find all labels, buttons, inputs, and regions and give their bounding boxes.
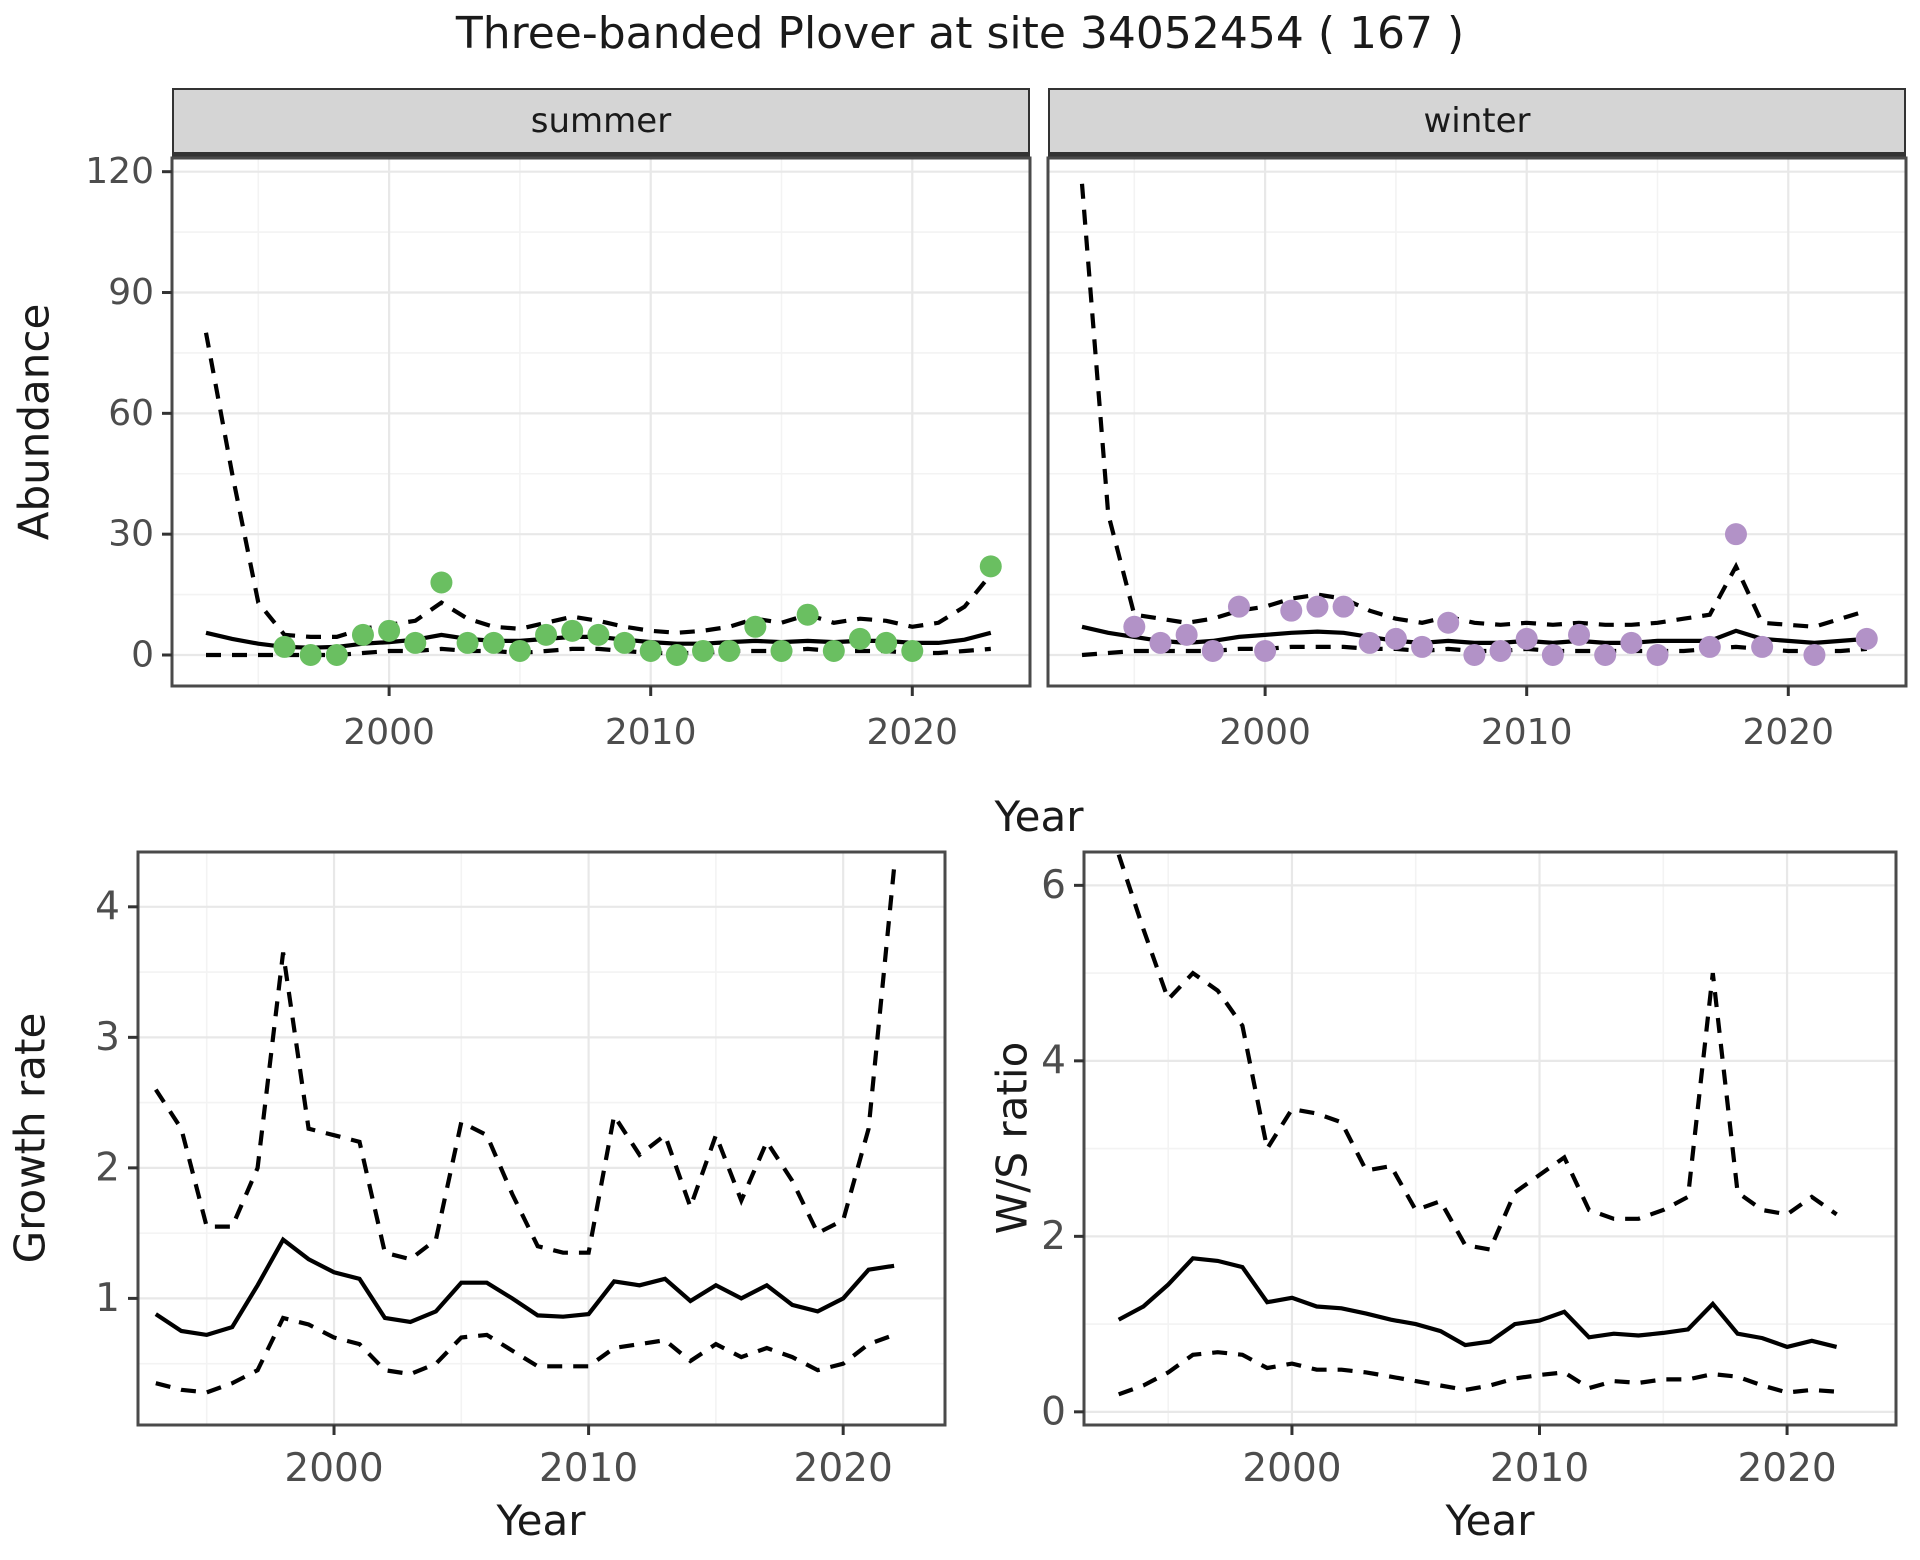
svg-text:6: 6 (1041, 863, 1066, 908)
year-axis-label-bottom-right: Year (1445, 1496, 1535, 1545)
growth-rate-axis-label: Growth rate (5, 1012, 55, 1264)
svg-text:0: 0 (131, 634, 154, 675)
svg-text:4: 4 (95, 884, 120, 929)
abundance-axis-label: Abundance (9, 303, 59, 541)
year-axis-label-bottom-left: Year (496, 1496, 586, 1545)
svg-text:2000: 2000 (1242, 1446, 1341, 1491)
svg-text:1: 1 (95, 1276, 120, 1321)
svg-text:2020: 2020 (866, 712, 958, 753)
facet-strip-summer-label: summer (530, 101, 672, 141)
svg-text:2010: 2010 (1490, 1446, 1589, 1491)
ws-ratio-axis-label: W/S ratio (987, 1041, 1037, 1235)
svg-text:2000: 2000 (284, 1446, 383, 1491)
abundance-summer-chart: 2000 2010 2020 0 30 60 90 120 (85, 151, 1032, 753)
svg-text:2020: 2020 (1742, 712, 1834, 753)
ws-ratio-chart: 2000 2010 2020 0 2 4 6 (1041, 850, 1898, 1491)
growth-rate-chart: 2000 2010 2020 1 2 3 4 (95, 850, 947, 1491)
abundance-winter-chart: 2000 2010 2020 (1046, 156, 1908, 753)
facet-strip-winter: winter (1048, 88, 1906, 158)
svg-text:2010: 2010 (1481, 712, 1573, 753)
svg-text:2000: 2000 (343, 712, 435, 753)
svg-text:4: 4 (1041, 1038, 1066, 1083)
svg-text:2: 2 (1041, 1214, 1066, 1259)
facet-strip-summer: summer (172, 88, 1030, 158)
svg-text:30: 30 (108, 514, 154, 555)
facet-strip-winter-label: winter (1423, 101, 1531, 141)
svg-text:2000: 2000 (1219, 712, 1311, 753)
svg-text:120: 120 (85, 151, 154, 192)
svg-text:2020: 2020 (1737, 1446, 1836, 1491)
svg-text:2020: 2020 (794, 1446, 893, 1491)
year-axis-label-top: Year (994, 792, 1084, 841)
svg-text:2: 2 (95, 1145, 120, 1190)
svg-text:60: 60 (108, 393, 154, 434)
svg-text:90: 90 (108, 272, 154, 313)
svg-text:2010: 2010 (605, 712, 697, 753)
page-title: Three-banded Plover at site 34052454 ( 1… (455, 8, 1465, 59)
svg-text:3: 3 (95, 1015, 120, 1060)
svg-text:0: 0 (1041, 1389, 1066, 1434)
svg-text:2010: 2010 (539, 1446, 638, 1491)
